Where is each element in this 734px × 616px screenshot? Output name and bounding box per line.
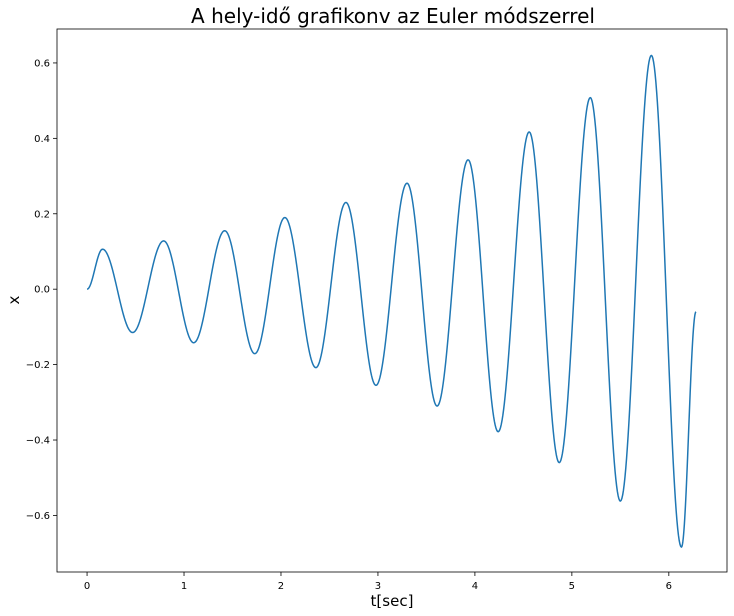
- x-tick-label: 3: [375, 581, 381, 592]
- y-tick-label: 0.4: [34, 134, 50, 145]
- chart-title: A hely-idő grafikonv az Euler módszerrel: [191, 4, 595, 28]
- y-tick-label: −0.6: [26, 511, 50, 522]
- x-axis-label: t[sec]: [371, 592, 414, 610]
- x-tick-label: 0: [84, 581, 90, 592]
- x-tick-label: 2: [278, 581, 284, 592]
- y-tick-label: 0.2: [34, 209, 50, 220]
- y-tick-label: 0.6: [34, 58, 50, 69]
- plot-area: 0 1 2 3 4 5 6 −0.6 −0.4 −0.2 0.0 0.2 0.4 0.6: [26, 28, 728, 592]
- plot-frame: [56, 28, 728, 573]
- y-tick-label: −0.2: [26, 360, 50, 371]
- series-line-0: [86, 54, 697, 548]
- x-tick-label: 6: [666, 581, 672, 592]
- y-axis-label: x: [5, 295, 23, 304]
- y-tick-label: −0.4: [26, 436, 50, 447]
- x-tick-label: 5: [569, 581, 575, 592]
- y-tick-label: 0.0: [34, 285, 50, 296]
- x-tick-label: 4: [472, 581, 478, 592]
- x-tick-label: 1: [181, 581, 187, 592]
